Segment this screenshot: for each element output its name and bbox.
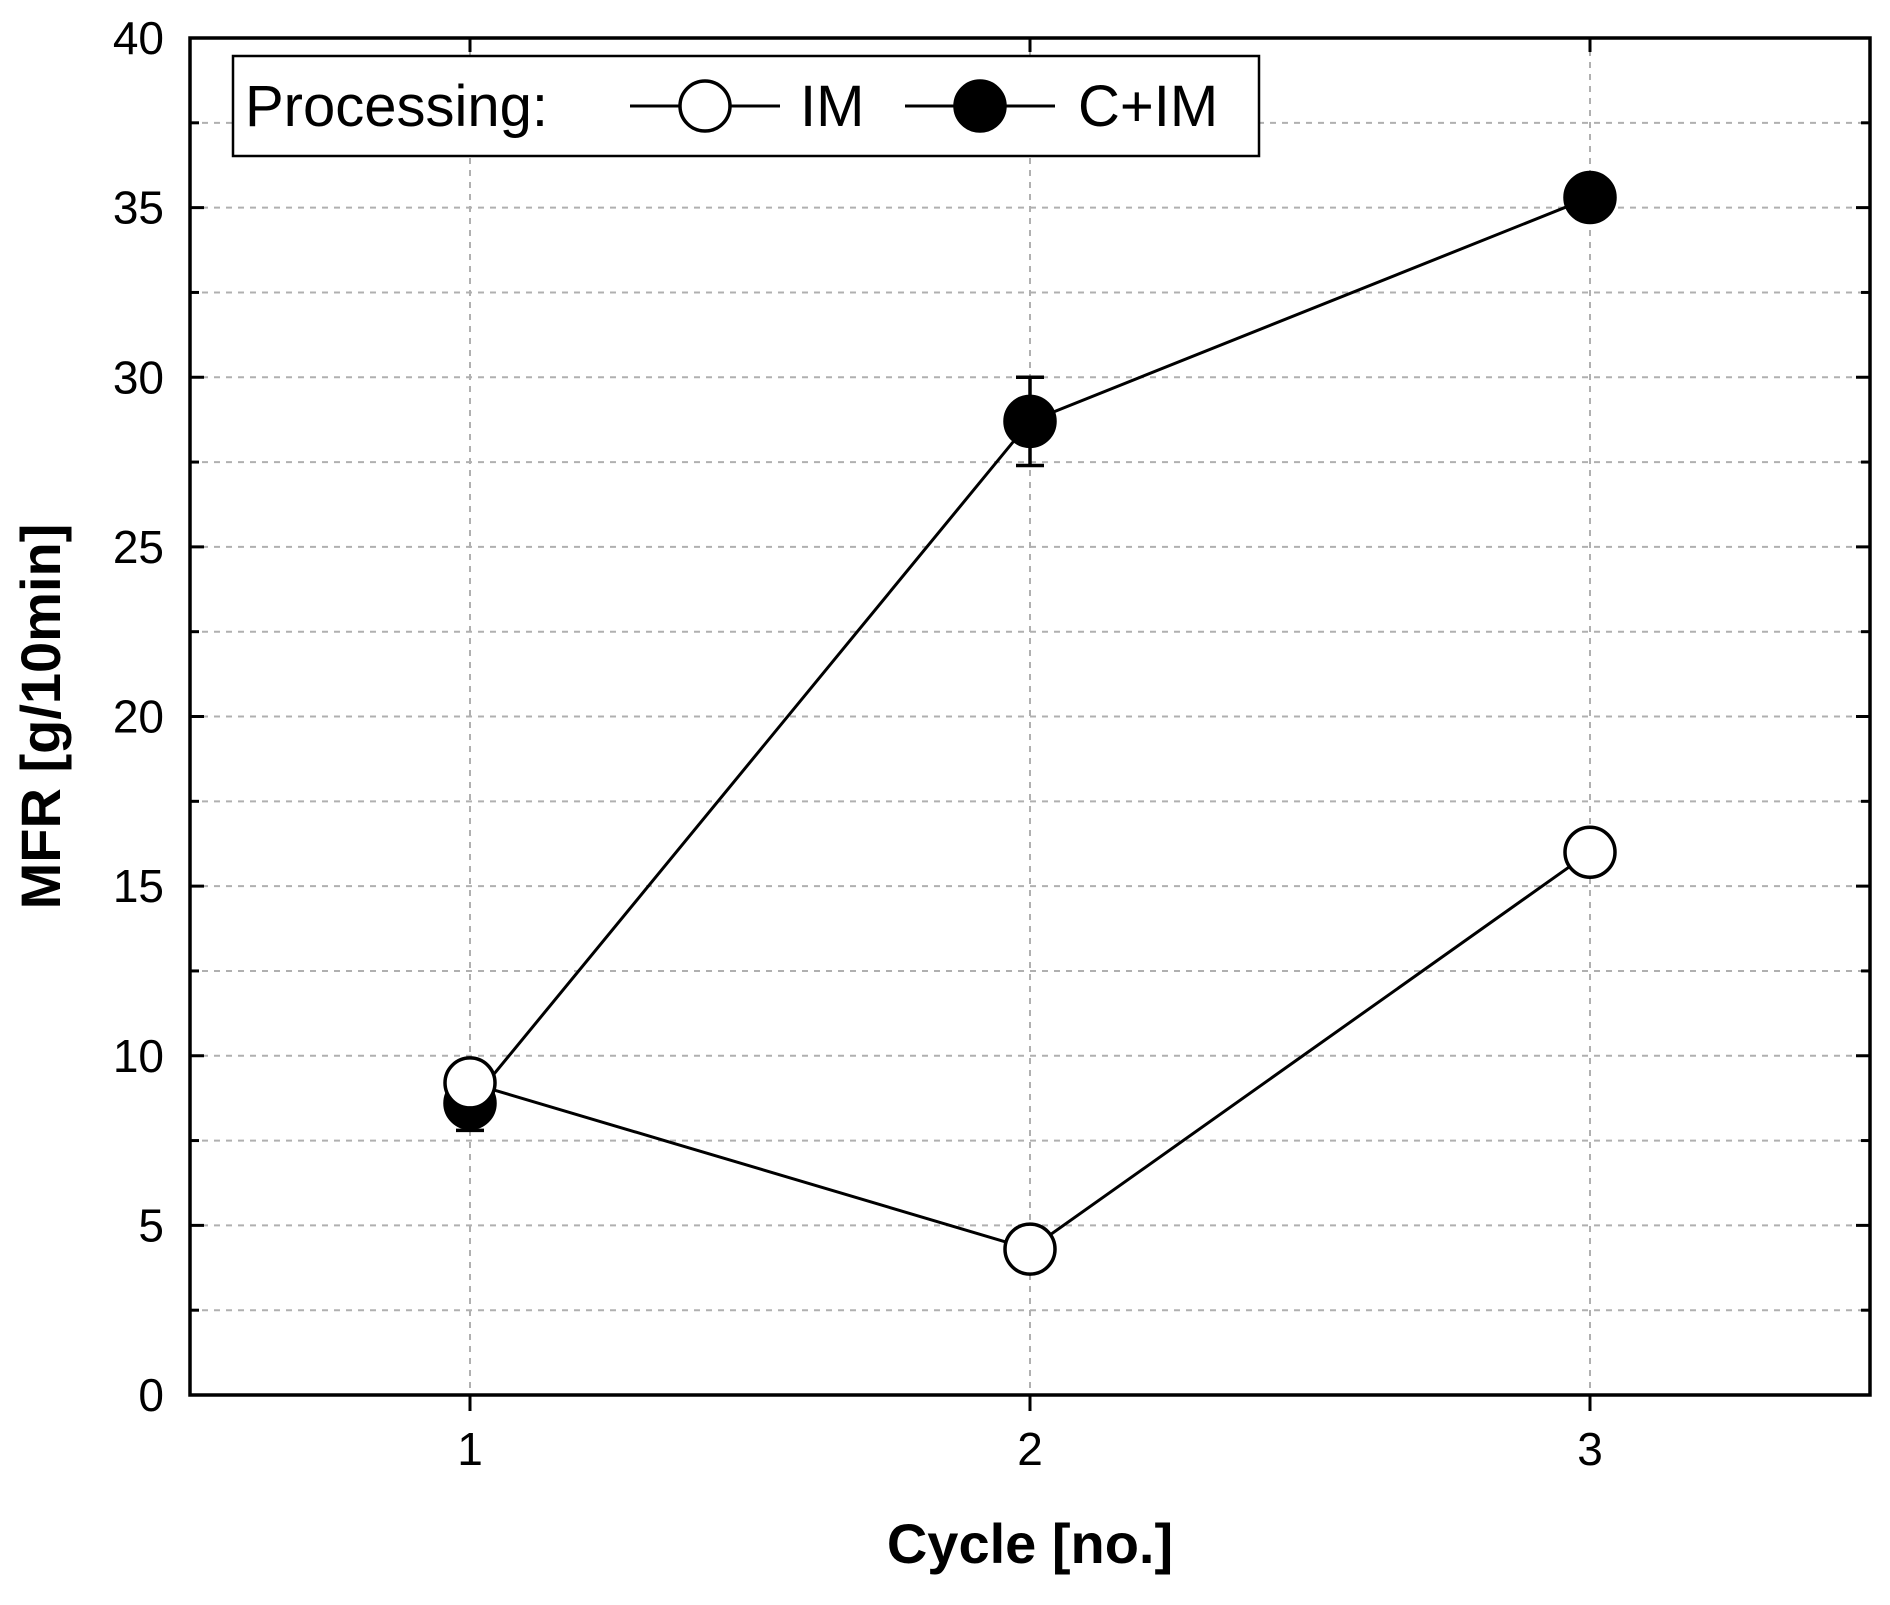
data-point-c-im <box>1563 170 1617 225</box>
y-tick-label: 5 <box>138 1199 164 1251</box>
x-axis-title: Cycle [no.] <box>887 1512 1173 1575</box>
data-point-c-im <box>1003 394 1057 449</box>
y-tick-label: 35 <box>113 182 164 234</box>
legend-marker-im <box>678 79 732 133</box>
y-tick-label: 30 <box>113 351 164 403</box>
x-tick-label: 1 <box>457 1423 483 1475</box>
data-point-im <box>1003 1222 1057 1276</box>
series-layer <box>443 170 1617 1276</box>
legend-label-im: IM <box>800 74 864 139</box>
x-tick-label: 3 <box>1577 1423 1603 1475</box>
data-point-im <box>443 1056 497 1110</box>
y-tick-label: 25 <box>113 521 164 573</box>
legend: Processing: IM C+IM <box>231 54 1261 158</box>
grid-lines <box>190 38 1870 1395</box>
y-tick-label: 20 <box>113 691 164 743</box>
data-point-im <box>1563 825 1617 879</box>
y-tick-label: 15 <box>113 860 164 912</box>
legend-label-c-im: C+IM <box>1078 74 1218 139</box>
legend-title: Processing: <box>245 74 548 139</box>
tick-labels: 0 5 10 15 20 25 30 35 40 1 2 3 <box>113 12 1603 1475</box>
legend-marker-c-im <box>953 79 1007 133</box>
y-tick-label: 0 <box>138 1369 164 1421</box>
y-tick-label: 10 <box>113 1030 164 1082</box>
x-tick-label: 2 <box>1017 1423 1043 1475</box>
y-axis-title: MFR [g/10min] <box>9 524 72 910</box>
y-tick-label: 40 <box>113 12 164 64</box>
axis-ticks <box>190 36 1870 1411</box>
